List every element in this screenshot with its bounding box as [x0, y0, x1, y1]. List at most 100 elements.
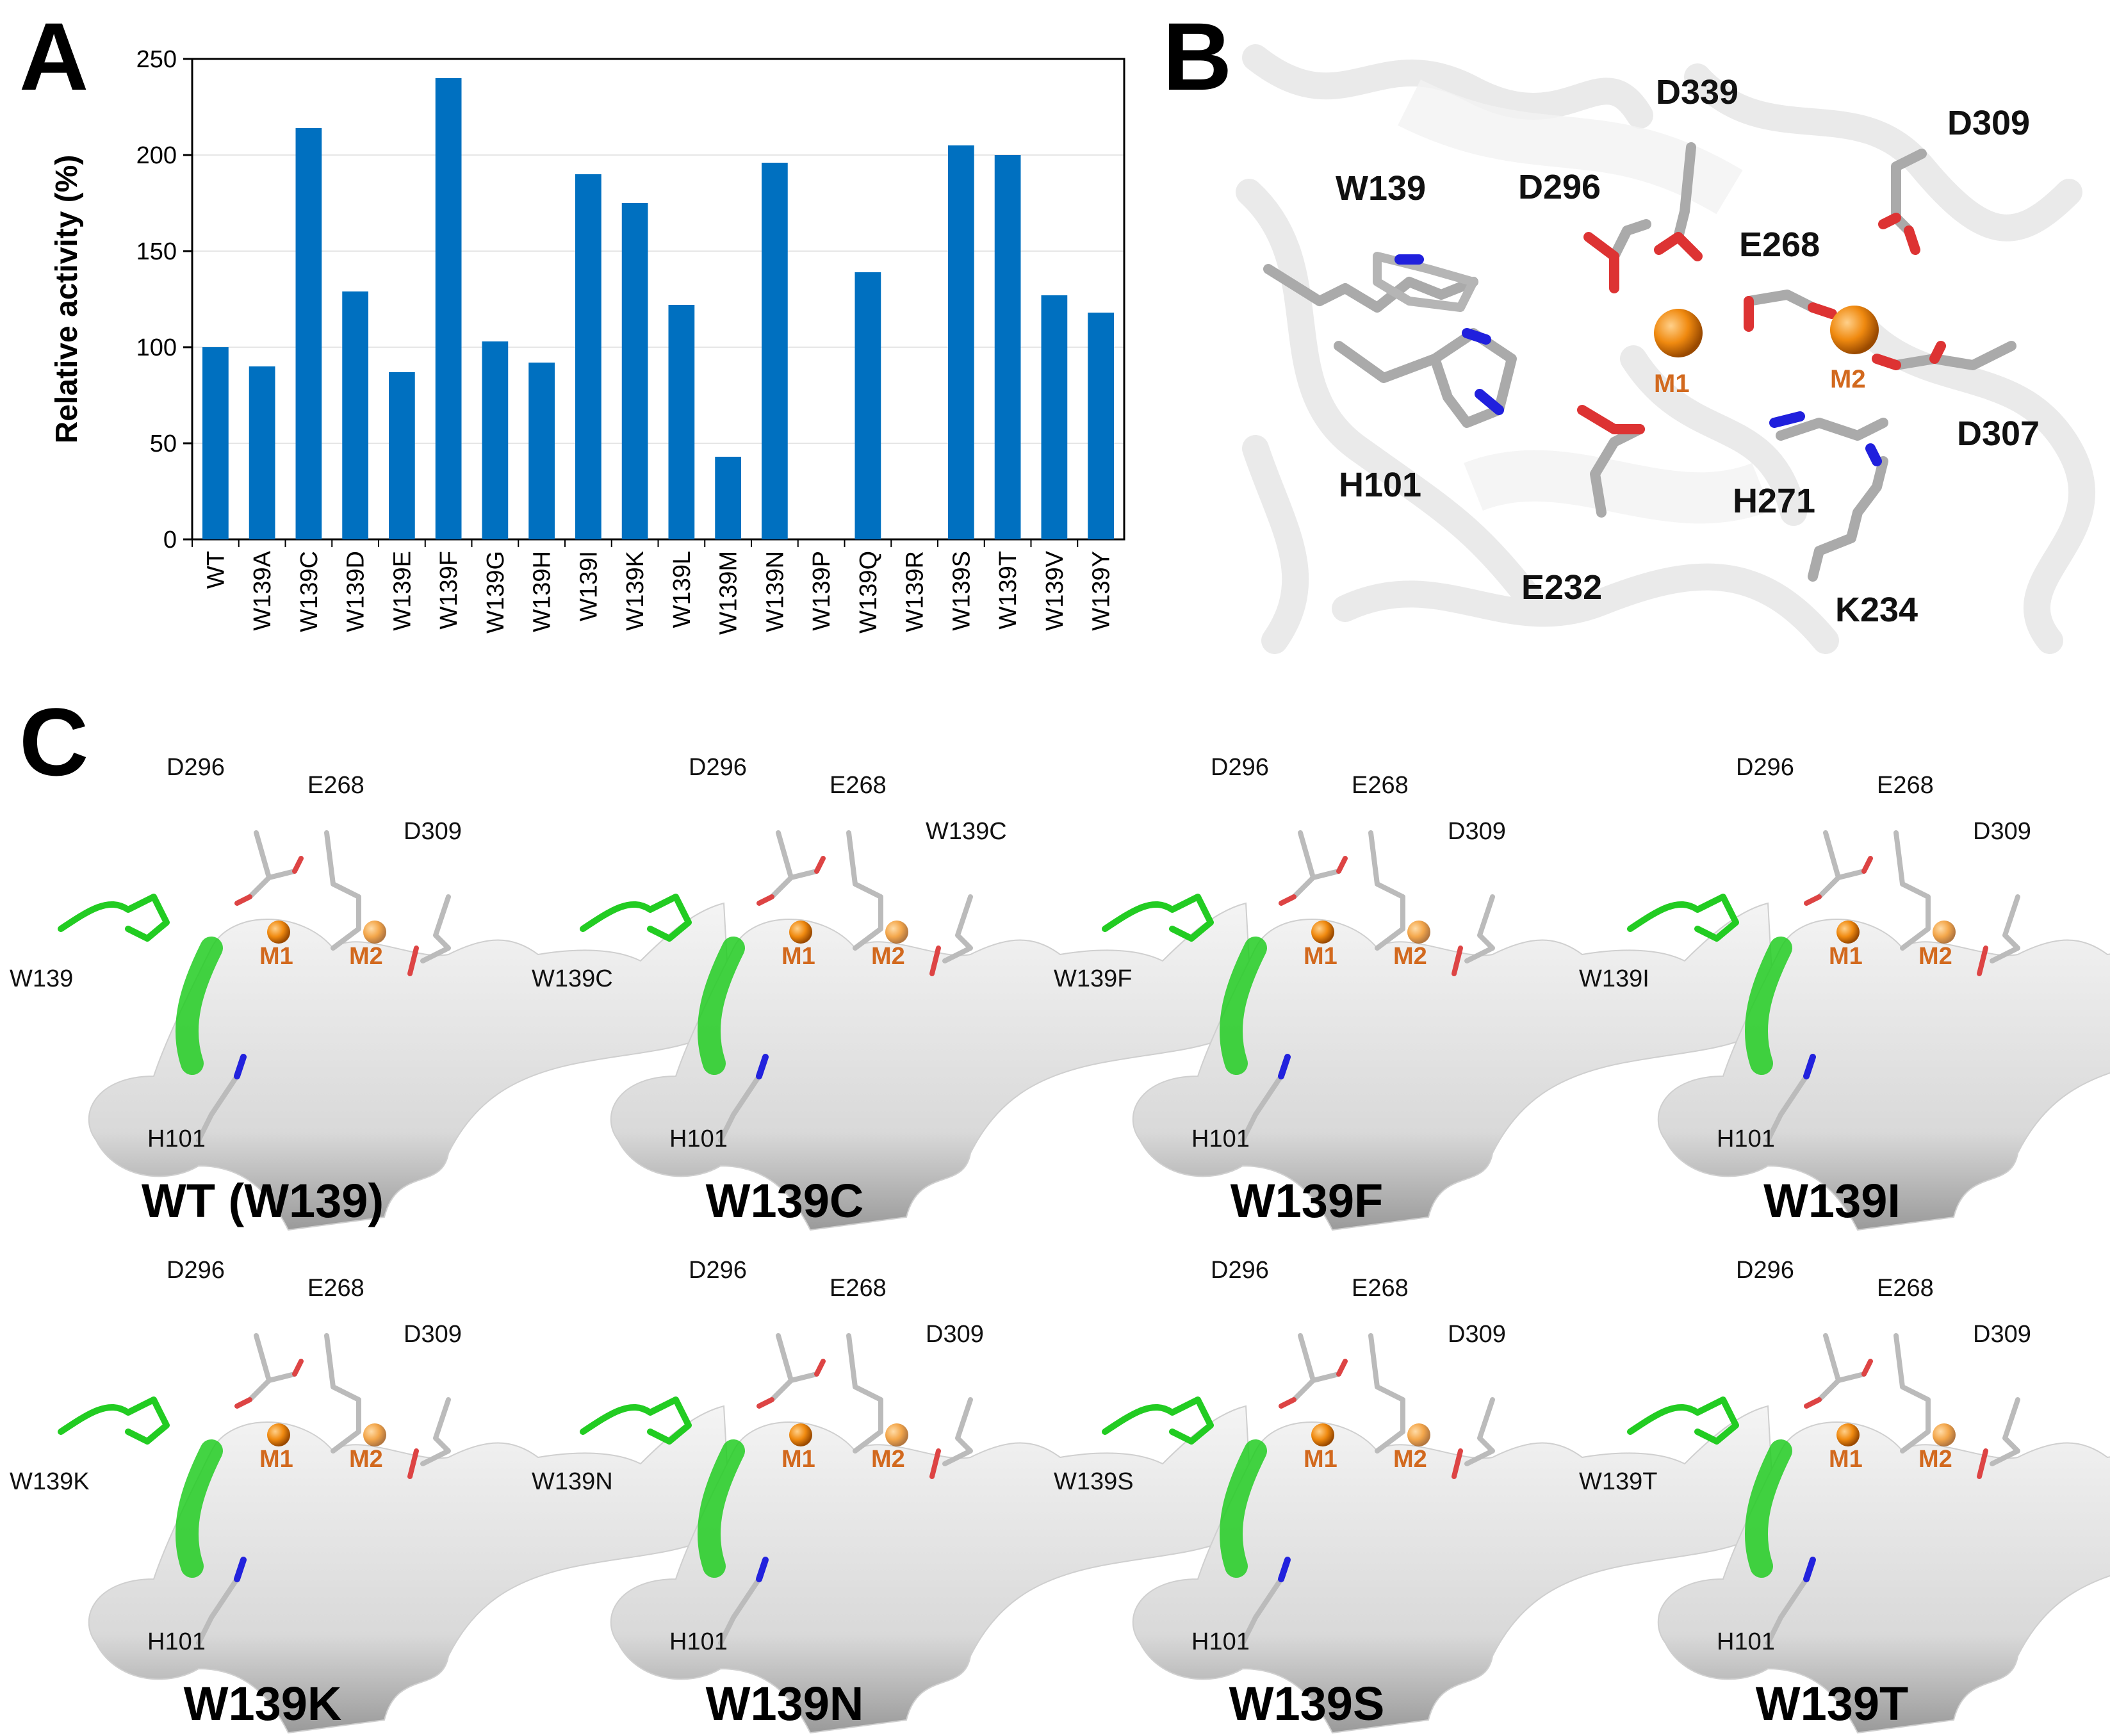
x-tick-label: W139N	[762, 551, 789, 632]
bar	[575, 174, 601, 539]
metal-ion-m1	[789, 1423, 812, 1446]
panel-c-letter: C	[19, 688, 88, 796]
label-m1: M1	[1829, 943, 1863, 970]
label-m2: M2	[1918, 1446, 1952, 1473]
label-d309: D309	[404, 818, 462, 845]
mutation-surface-patch	[697, 1439, 745, 1578]
x-tick-label: W139V	[1042, 550, 1068, 630]
mutated-residue-sticks	[58, 894, 170, 942]
mutant-panel: D296 E268 D309 M1 M2 H101 W139 WT (W139)	[10, 754, 732, 1231]
x-tick-label: W139K	[622, 551, 649, 631]
bar	[342, 291, 368, 539]
x-tick-label: W139A	[249, 550, 276, 630]
label-d309: D309	[1448, 1321, 1506, 1348]
y-tick-label: 50	[150, 430, 177, 457]
label-d309: D309	[404, 1321, 462, 1348]
label-m2: M2	[1393, 1446, 1427, 1473]
label-d296: D296	[689, 754, 747, 781]
x-tick-label: WT	[202, 551, 229, 589]
label-h101: H101	[1339, 466, 1421, 504]
label-d296: D296	[1518, 168, 1601, 206]
metal-ion-m2	[885, 921, 908, 944]
label-m1: M1	[781, 943, 815, 970]
residue-sticks	[1263, 142, 2016, 582]
mutant-title: W139T	[1756, 1677, 1909, 1730]
metal-ion-m2	[1407, 1423, 1430, 1446]
mutant-title: W139F	[1231, 1174, 1384, 1227]
x-tick-label: W139E	[389, 551, 416, 631]
mutated-residue-sticks	[580, 1396, 692, 1445]
label-h101: H101	[1191, 1126, 1250, 1152]
x-tick-label: W139M	[716, 551, 742, 635]
pocket-sticks	[1765, 830, 2020, 1143]
panel-b-letter: B	[1163, 3, 1232, 110]
label-mutation-site: W139F	[1054, 965, 1132, 992]
metal-ion-m2	[1407, 921, 1430, 944]
label-m1: M1	[259, 943, 293, 970]
y-tick-label: 200	[136, 142, 177, 169]
pocket-sticks	[718, 830, 973, 1143]
label-d309: D309	[1973, 1321, 2031, 1348]
bar	[528, 363, 555, 539]
mutation-surface-patch	[697, 937, 745, 1075]
mutant-title: W139C	[706, 1174, 864, 1227]
mutant-panel: D296 E268 D309 M1 M2 H101 W139I W139I	[1579, 754, 2110, 1231]
label-mutation-site: W139C	[532, 965, 613, 992]
panel-a-letter: A	[19, 3, 88, 110]
metal-ion-m2	[1933, 1423, 1956, 1446]
y-tick-label: 100	[136, 334, 177, 361]
pocket-sticks	[196, 1333, 451, 1646]
x-tick-label: W139Q	[855, 551, 882, 634]
x-tick-label: W139T	[995, 551, 1022, 629]
label-e268: E268	[830, 772, 887, 799]
y-axis-title: Relative activity (%)	[50, 155, 84, 444]
label-e268: E268	[830, 1275, 887, 1302]
mutant-panel: D296 E268 W139C M1 M2 H101 W139C W139C	[532, 754, 1254, 1231]
mutant-panel: D296 E268 D309 M1 M2 H101 W139N W139N	[532, 1257, 1254, 1734]
label-mutation-site: W139I	[1579, 965, 1649, 992]
label-m1: M1	[1304, 943, 1337, 970]
x-tick-label: W139F	[436, 551, 462, 629]
x-tick-label: W139L	[669, 551, 696, 628]
mutation-surface-patch	[1744, 937, 1792, 1075]
active-site-structure: D339 D309 W139 D296 E268 M1 M2 D307 H101…	[1236, 44, 2096, 654]
label-m1: M1	[1654, 370, 1690, 398]
mutant-panel: D296 E268 D309 M1 M2 H101 W139F W139F	[1054, 754, 1776, 1231]
metal-ion-m1	[1836, 921, 1860, 944]
bar	[994, 155, 1021, 539]
bar	[621, 203, 648, 539]
plot-frame	[191, 58, 1125, 541]
bar	[482, 341, 509, 539]
pocket-sticks	[1240, 830, 1495, 1143]
bar	[249, 366, 275, 539]
x-tick-label: W139G	[482, 551, 509, 634]
label-d296: D296	[167, 754, 225, 781]
metal-ion-m1	[1311, 921, 1334, 944]
pocket-sticks	[1765, 1333, 2020, 1646]
label-h101: H101	[1717, 1628, 1775, 1655]
label-e268: E268	[1352, 772, 1409, 799]
metal-ion-m2	[1830, 306, 1879, 354]
metal-ion-m1	[267, 1423, 290, 1446]
mutant-title: WT (W139)	[142, 1174, 384, 1227]
label-h101: H101	[1717, 1126, 1775, 1152]
label-m2: M2	[349, 943, 383, 970]
metal-ion-m2	[363, 921, 386, 944]
x-tick-label: W139S	[948, 551, 975, 631]
mutation-surface-patch	[1744, 1439, 1792, 1578]
pocket-sticks	[718, 1333, 973, 1646]
x-tick-label: W139H	[529, 551, 556, 632]
mutated-residue-sticks	[580, 894, 692, 942]
label-h101: H101	[147, 1126, 206, 1152]
label-m2: M2	[1830, 365, 1866, 393]
metal-ion-m1	[789, 921, 812, 944]
metal-ion-m2	[885, 1423, 908, 1446]
label-d296: D296	[167, 1257, 225, 1284]
pocket-sticks	[1240, 1333, 1495, 1646]
label-mutation-site: W139	[10, 965, 73, 992]
x-tick-label: W139C	[296, 551, 323, 632]
mutant-panel: D296 E268 D309 M1 M2 H101 W139K W139K	[10, 1257, 732, 1734]
label-m2: M2	[1393, 943, 1427, 970]
label-d296: D296	[689, 1257, 747, 1284]
bar	[295, 128, 322, 539]
